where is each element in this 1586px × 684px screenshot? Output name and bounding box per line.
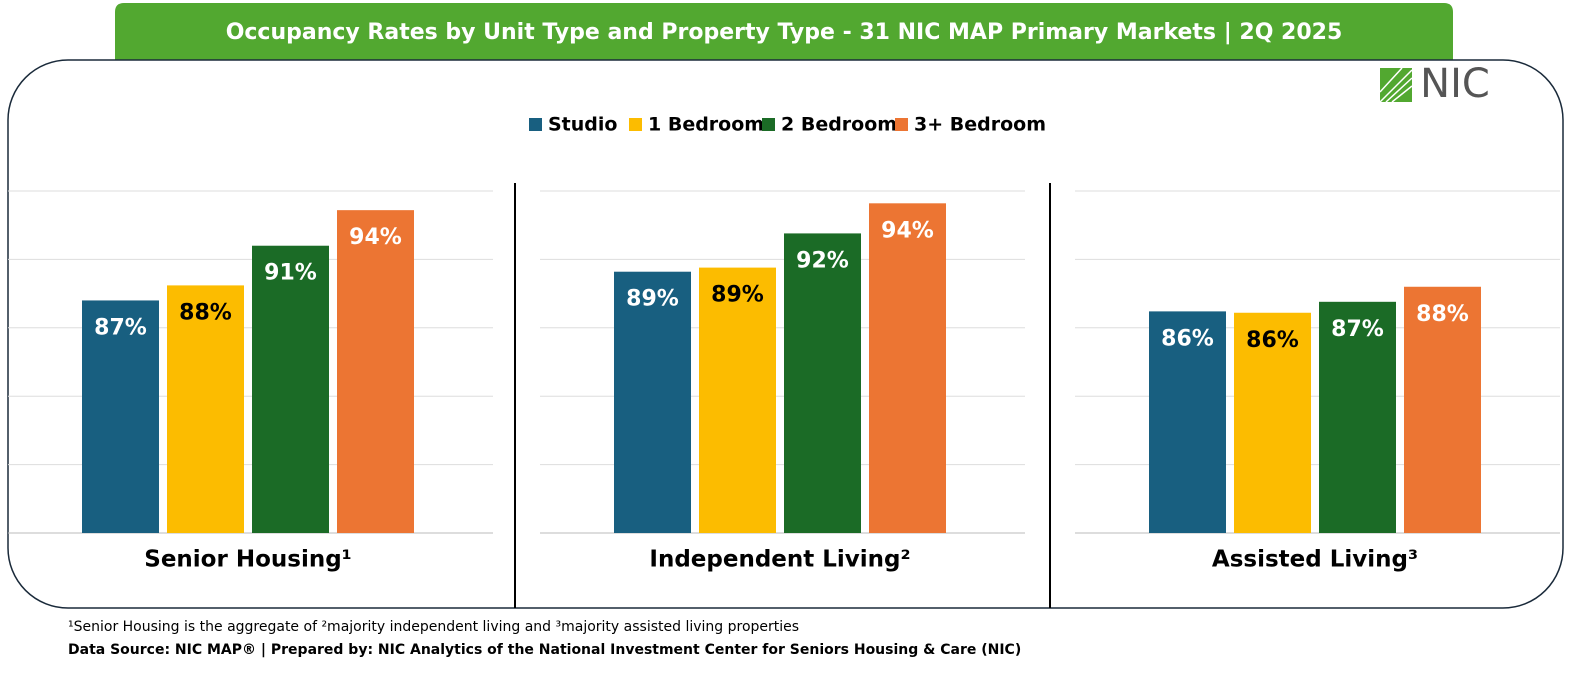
value-label: 92% xyxy=(796,248,849,273)
x-tick-label: Independent Living² xyxy=(649,547,910,573)
logo-text: NIC xyxy=(1420,61,1490,107)
value-label: 87% xyxy=(94,315,147,340)
footnote: ¹Senior Housing is the aggregate of ²maj… xyxy=(68,619,799,635)
bar xyxy=(1319,301,1396,533)
bar xyxy=(1404,286,1481,533)
bar xyxy=(784,233,861,533)
value-label: 86% xyxy=(1246,328,1299,353)
bar xyxy=(82,300,159,533)
chart-title: Occupancy Rates by Unit Type and Propert… xyxy=(226,20,1343,45)
bar xyxy=(167,285,244,533)
bar xyxy=(1149,311,1226,533)
legend-label: 3+ Bedroom xyxy=(914,114,1046,136)
value-label: 86% xyxy=(1161,326,1214,351)
value-label: 87% xyxy=(1331,317,1384,342)
value-label: 91% xyxy=(264,261,317,286)
legend-swatch xyxy=(762,118,775,131)
legend-swatch xyxy=(895,118,908,131)
value-label: 94% xyxy=(349,225,402,250)
x-tick-label: Senior Housing¹ xyxy=(144,547,351,573)
bar xyxy=(252,245,329,533)
bar xyxy=(699,267,776,533)
legend-label: 1 Bedroom xyxy=(648,114,764,136)
title-banner xyxy=(115,3,1453,60)
bar xyxy=(614,271,691,533)
value-label: 89% xyxy=(711,283,764,308)
legend-swatch xyxy=(629,118,642,131)
legend-swatch xyxy=(529,118,542,131)
value-label: 94% xyxy=(881,218,934,243)
legend-label: 2 Bedroom xyxy=(781,114,897,136)
bar xyxy=(869,203,946,533)
logo-icon xyxy=(1379,67,1413,103)
source: Data Source: NIC MAP® | Prepared by: NIC… xyxy=(68,642,1021,658)
bar xyxy=(337,210,414,534)
x-tick-label: Assisted Living³ xyxy=(1212,547,1418,573)
bar xyxy=(1234,312,1311,533)
value-label: 88% xyxy=(179,300,232,325)
value-label: 89% xyxy=(626,287,679,312)
frame xyxy=(7,59,1564,609)
value-label: 88% xyxy=(1416,302,1469,327)
legend-label: Studio xyxy=(548,114,617,136)
